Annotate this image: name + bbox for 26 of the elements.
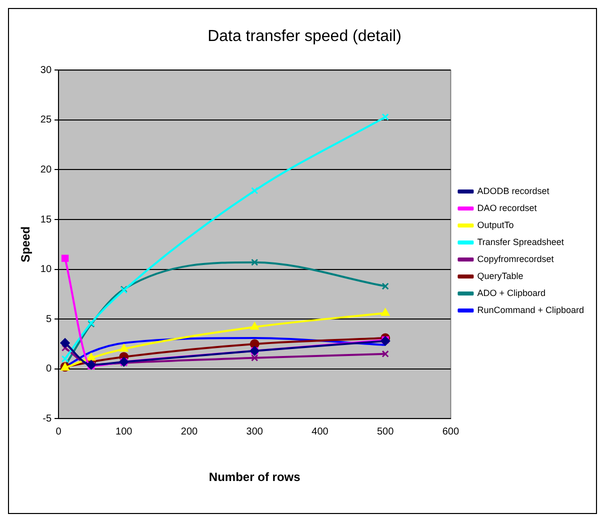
x-tick-label: 0 bbox=[56, 426, 62, 438]
legend-label: Transfer Spreadsheet bbox=[477, 236, 564, 247]
legend-label: RunCommand + Clipboard bbox=[477, 304, 584, 315]
legend-label: OutputTo bbox=[477, 220, 514, 230]
x-tick-label: 100 bbox=[116, 426, 133, 438]
y-tick-label: 15 bbox=[40, 214, 52, 226]
x-tick-label: 500 bbox=[376, 426, 394, 438]
legend-label: ADODB recordset bbox=[477, 186, 550, 196]
y-tick-label: 10 bbox=[40, 264, 52, 276]
y-axis-title: Speed bbox=[18, 226, 33, 262]
x-tick-label: 200 bbox=[180, 426, 198, 438]
legend-label: QueryTable bbox=[477, 270, 524, 281]
y-tick-label: 30 bbox=[40, 64, 52, 76]
x-tick-label: 400 bbox=[312, 426, 329, 438]
legend-label: Copyfromrecordset bbox=[477, 254, 554, 264]
legend-label: ADO + Clipboard bbox=[477, 288, 546, 298]
y-tick-label: 20 bbox=[40, 164, 52, 176]
y-tick-label: 25 bbox=[40, 114, 52, 126]
x-tick-label: 600 bbox=[442, 426, 460, 438]
x-tick-label: 300 bbox=[246, 426, 264, 438]
y-tick-label: 5 bbox=[46, 314, 52, 325]
y-tick-label: 0 bbox=[46, 364, 52, 375]
legend-label: DAO recordset bbox=[477, 202, 538, 213]
chart-title: Data transfer speed (detail) bbox=[208, 28, 402, 46]
x-axis-title: Number of rows bbox=[208, 470, 301, 484]
y-tick-label: -5 bbox=[42, 413, 52, 424]
